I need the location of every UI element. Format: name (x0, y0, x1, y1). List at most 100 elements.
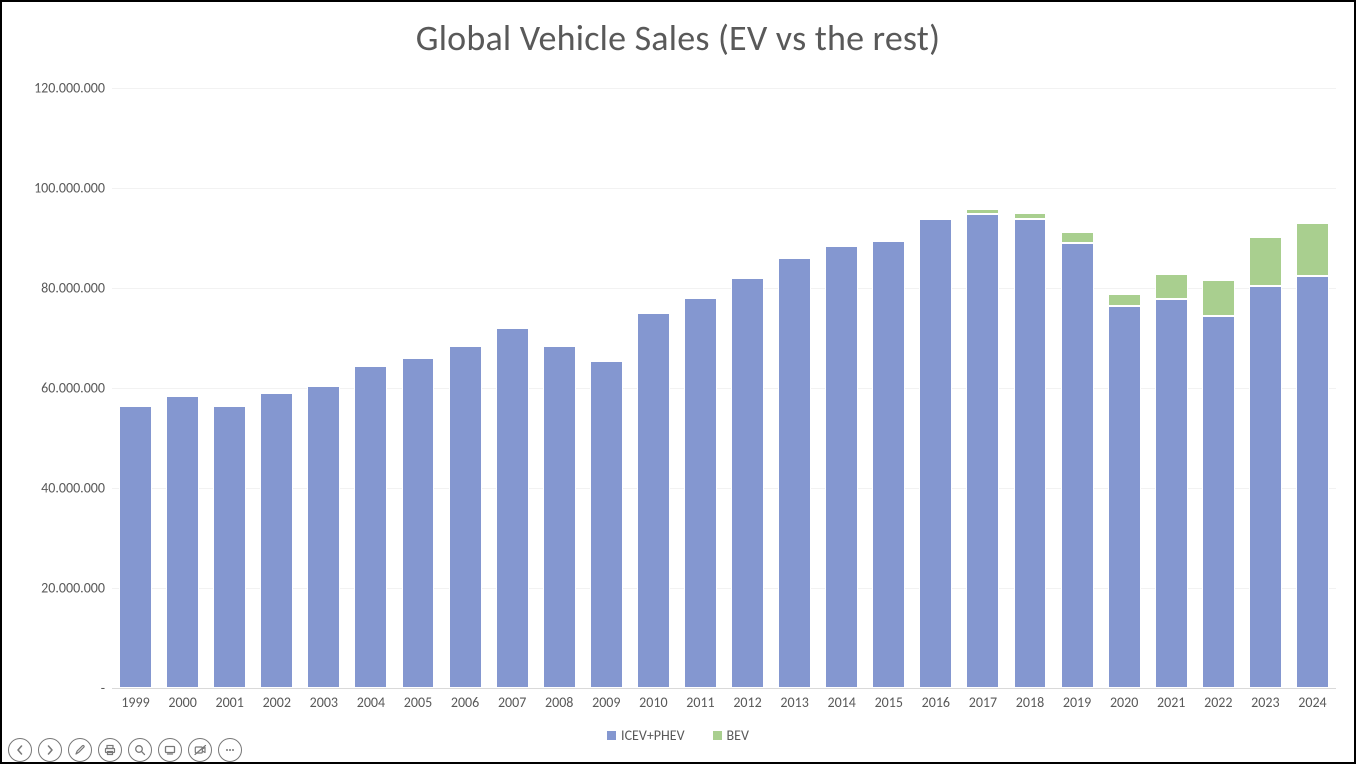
bar-2006 (449, 88, 482, 688)
bar-2008 (543, 88, 576, 688)
bar-2016 (919, 88, 952, 688)
legend-swatch-icevphev (607, 731, 616, 740)
bar-segment-icev-phev (1108, 306, 1141, 689)
bar-2005 (402, 88, 435, 688)
bar-2018 (1014, 88, 1047, 688)
bar-segment-icev-phev (1202, 316, 1235, 689)
chart-title: Global Vehicle Sales (EV vs the rest) (2, 16, 1354, 60)
legend-item-icevphev: ICEV+PHEV (607, 727, 684, 744)
bar-2014 (825, 88, 858, 688)
axis-baseline (112, 688, 1336, 689)
bar-segment-bev (1014, 213, 1047, 220)
bar-segment-icev-phev (1249, 286, 1282, 689)
x-tick-label: 2000 (168, 694, 196, 711)
bar-segment-icev-phev (1296, 276, 1329, 689)
bar-segment-icev-phev (307, 386, 340, 689)
bar-2012 (731, 88, 764, 688)
bar-2019 (1061, 88, 1094, 688)
bar-segment-icev-phev (825, 246, 858, 689)
x-tick-label: 2024 (1298, 694, 1326, 711)
next-icon[interactable] (38, 738, 62, 762)
bar-2011 (684, 88, 717, 688)
bar-2013 (778, 88, 811, 688)
bar-segment-bev (1108, 294, 1141, 306)
x-tick-label: 2012 (733, 694, 761, 711)
y-tick-label: 100.000.000 (17, 180, 105, 197)
bar-2007 (496, 88, 529, 688)
x-tick-label: 2019 (1063, 694, 1091, 711)
x-tick-label: 2016 (922, 694, 950, 711)
chart-frame: Global Vehicle Sales (EV vs the rest) IC… (0, 0, 1356, 764)
bar-2009 (590, 88, 623, 688)
camera-off-icon[interactable] (188, 738, 212, 762)
x-tick-label: 2015 (875, 694, 903, 711)
bar-2020 (1108, 88, 1141, 688)
bar-segment-icev-phev (1014, 219, 1047, 688)
bar-2021 (1155, 88, 1188, 688)
x-tick-label: 2021 (1157, 694, 1185, 711)
x-tick-label: 2001 (215, 694, 243, 711)
x-tick-label: 2002 (263, 694, 291, 711)
x-tick-label: 2010 (639, 694, 667, 711)
x-tick-label: 2005 (404, 694, 432, 711)
bar-segment-icev-phev (402, 358, 435, 688)
bar-segment-icev-phev (449, 346, 482, 689)
gridline (112, 588, 1336, 589)
bar-segment-icev-phev (354, 366, 387, 689)
x-tick-label: 2013 (780, 694, 808, 711)
x-tick-label: 2022 (1204, 694, 1232, 711)
gridline (112, 388, 1336, 389)
y-tick-label: 120.000.000 (17, 80, 105, 97)
legend-item-bev: BEV (713, 727, 749, 744)
bar-1999 (119, 88, 152, 688)
bar-2024 (1296, 88, 1329, 688)
legend-label-bev: BEV (727, 727, 749, 744)
bar-segment-icev-phev (1155, 299, 1188, 688)
y-tick-label: 20.000.000 (17, 580, 105, 597)
x-tick-label: 2017 (969, 694, 997, 711)
y-tick-label: 60.000.000 (17, 380, 105, 397)
bar-2022 (1202, 88, 1235, 688)
x-tick-label: 2018 (1016, 694, 1044, 711)
gridline (112, 488, 1336, 489)
bar-segment-icev-phev (731, 278, 764, 688)
zoom-icon[interactable] (128, 738, 152, 762)
gridline (112, 88, 1336, 89)
screen-icon[interactable] (158, 738, 182, 762)
bar-segment-icev-phev (1061, 243, 1094, 688)
x-tick-label: 1999 (121, 694, 149, 711)
more-icon[interactable] (218, 738, 242, 762)
bar-2000 (166, 88, 199, 688)
legend-label-icevphev: ICEV+PHEV (621, 727, 684, 744)
bar-segment-bev (1296, 223, 1329, 276)
bar-2023 (1249, 88, 1282, 688)
bar-segment-bev (1061, 232, 1094, 244)
gridline (112, 288, 1336, 289)
x-tick-label: 2003 (310, 694, 338, 711)
bar-2002 (260, 88, 293, 688)
x-tick-label: 2014 (827, 694, 855, 711)
bar-2003 (307, 88, 340, 688)
bar-segment-icev-phev (213, 406, 246, 689)
plot-area (112, 88, 1336, 688)
x-tick-label: 2023 (1251, 694, 1279, 711)
bar-segment-icev-phev (496, 328, 529, 688)
bar-segment-bev (1155, 274, 1188, 299)
bar-segment-icev-phev (778, 258, 811, 688)
bar-segment-bev (872, 239, 905, 241)
pen-icon[interactable] (68, 738, 92, 762)
bar-segment-icev-phev (637, 313, 670, 688)
viewer-toolbar (8, 738, 242, 762)
gridline (112, 188, 1336, 189)
print-icon[interactable] (98, 738, 122, 762)
bar-segment-icev-phev (684, 298, 717, 688)
x-tick-label: 2009 (592, 694, 620, 711)
bar-2010 (637, 88, 670, 688)
bar-2017 (966, 88, 999, 688)
x-tick-label: 2020 (1110, 694, 1138, 711)
bar-2004 (354, 88, 387, 688)
y-tick-label: 40.000.000 (17, 480, 105, 497)
bar-segment-icev-phev (919, 219, 952, 688)
prev-icon[interactable] (8, 738, 32, 762)
bar-segment-bev (1202, 280, 1235, 316)
